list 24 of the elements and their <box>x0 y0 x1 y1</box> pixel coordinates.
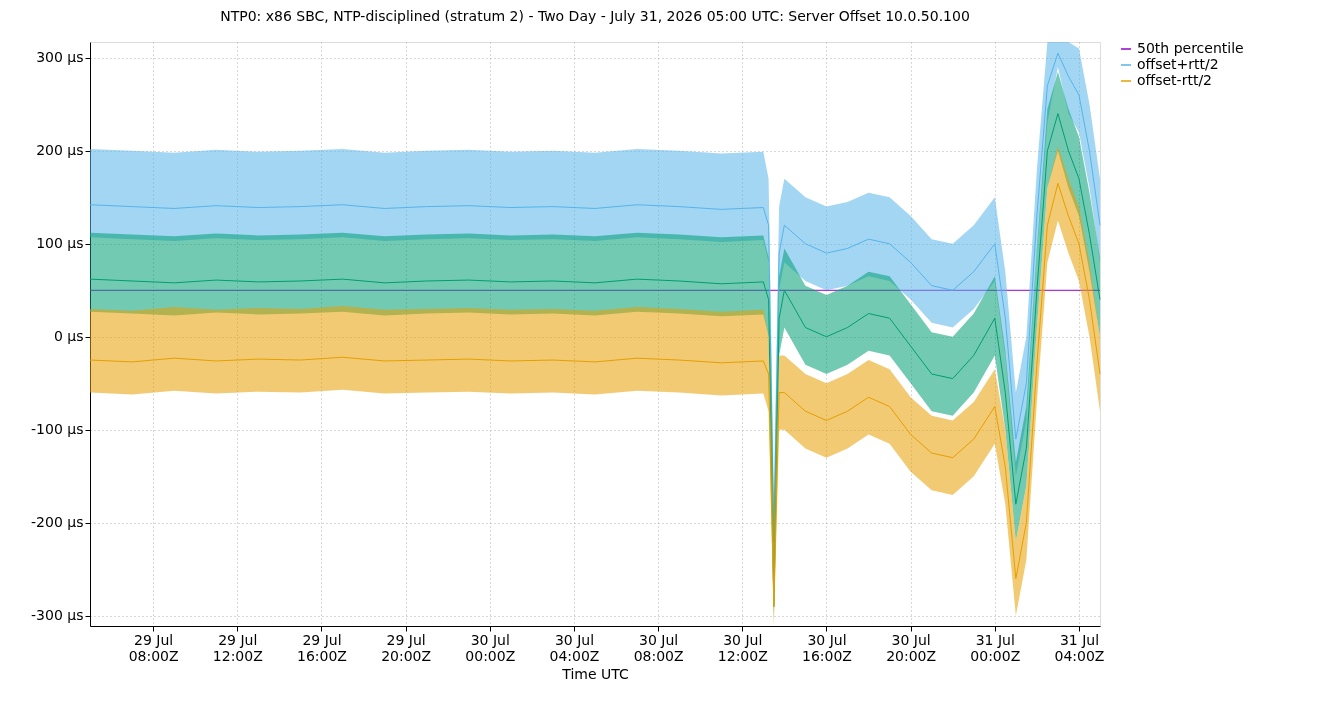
x-tick-label: 30 Jul 20:00Z <box>886 631 937 664</box>
legend-label: offset-rtt/2 <box>1137 72 1213 88</box>
x-tick-label: 30 Jul 12:00Z <box>717 631 768 664</box>
x-tick-label: 29 Jul 08:00Z <box>128 631 179 664</box>
x-tick-label: 30 Jul 04:00Z <box>549 631 600 664</box>
chart-title: NTP0: x86 SBC, NTP-disciplined (stratum 2) - Two Day - July 31, 2026 05:00 UTC: Server Offset 10.0.50.100 <box>220 8 970 24</box>
x-tick-label: 30 Jul 16:00Z <box>801 631 852 664</box>
x-tick-label: 29 Jul 12:00Z <box>212 631 263 664</box>
legend-label: 50th percentile <box>1137 40 1244 56</box>
legend-label: offset+rtt/2 <box>1137 56 1219 72</box>
x-tick-label: 29 Jul 16:00Z <box>296 631 347 664</box>
y-tick-label: 300 µs <box>36 49 84 66</box>
y-tick-label: 200 µs <box>36 142 84 159</box>
y-tick-label: 0 µs <box>53 328 84 345</box>
y-tick-label: -300 µs <box>31 607 84 624</box>
y-tick-label: -200 µs <box>31 514 84 531</box>
x-tick-label: 30 Jul 00:00Z <box>465 631 516 664</box>
x-tick-label: 30 Jul 08:00Z <box>633 631 684 664</box>
y-tick-label: -100 µs <box>31 421 84 438</box>
x-axis-title: Time UTC <box>561 665 629 682</box>
x-tick-label: 29 Jul 20:00Z <box>381 631 432 664</box>
y-tick-label: 100 µs <box>36 235 84 252</box>
x-tick-label: 31 Jul 04:00Z <box>1054 631 1105 664</box>
x-tick-label: 31 Jul 00:00Z <box>970 631 1021 664</box>
